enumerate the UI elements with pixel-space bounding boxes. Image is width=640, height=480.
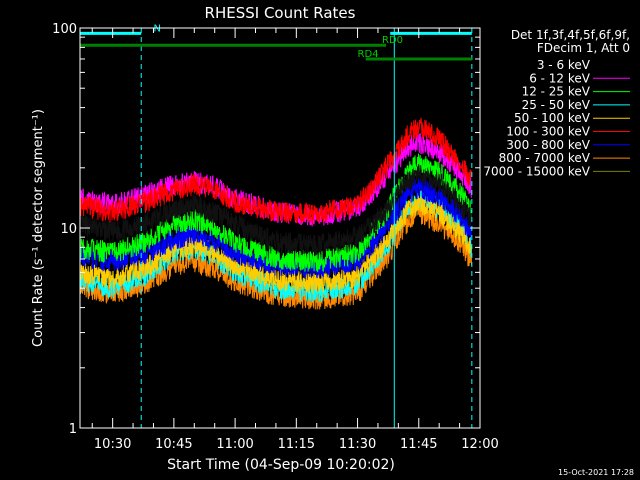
series-line-0 — [79, 164, 472, 256]
x-tick-label: 11:30 — [339, 437, 376, 452]
legend-label-5: 100 - 300 keV — [506, 125, 590, 139]
x-tick-label: 12:00 — [461, 437, 498, 452]
series-line-4 — [79, 195, 472, 294]
y-axis-label: Count Rate (s⁻¹ detector segment⁻¹) — [31, 109, 46, 347]
timestamp: 15-Oct-2021 17:28 — [558, 468, 634, 477]
x-tick-label: 10:30 — [94, 437, 131, 452]
x-axis-label: Start Time (04-Sep-09 10:20:02) — [167, 457, 395, 473]
legend-label-8: 7000 - 15000 keV — [483, 164, 590, 178]
legend-header-line-1: Det 1f,3f,4f,5f,6f,9f, — [511, 28, 630, 42]
x-tick-label: 11:00 — [216, 437, 253, 452]
legend-header-line-2: FDecim 1, Att 0 — [537, 41, 630, 55]
x-tick-label: 11:45 — [400, 437, 437, 452]
annotation-rd4: RD4 — [358, 49, 379, 60]
y-tick-label-1: 1 — [69, 422, 77, 437]
legend-label-2: 12 - 25 keV — [522, 85, 591, 99]
x-tick-label: 11:15 — [278, 437, 315, 452]
chart-title: RHESSI Count Rates — [205, 4, 356, 22]
x-tick-label: 10:45 — [155, 437, 192, 452]
y-tick-label-100: 100 — [52, 22, 77, 37]
legend-label-4: 50 - 100 keV — [514, 111, 591, 125]
series-line-5 — [79, 117, 472, 225]
y-tick-label-10: 10 — [60, 222, 77, 237]
legend-label-3: 25 - 50 keV — [522, 98, 591, 112]
series-line-2 — [79, 153, 472, 273]
legend-label-6: 300 - 800 keV — [506, 138, 590, 152]
annotation-n: N — [153, 23, 160, 34]
legend-label-7: 800 - 7000 keV — [499, 151, 591, 165]
legend-label-0: 3 - 6 keV — [537, 58, 591, 72]
legend-label-1: 6 - 12 keV — [529, 71, 591, 85]
series-line-1 — [79, 132, 472, 227]
annotation-rd0: RD0 — [382, 35, 403, 46]
